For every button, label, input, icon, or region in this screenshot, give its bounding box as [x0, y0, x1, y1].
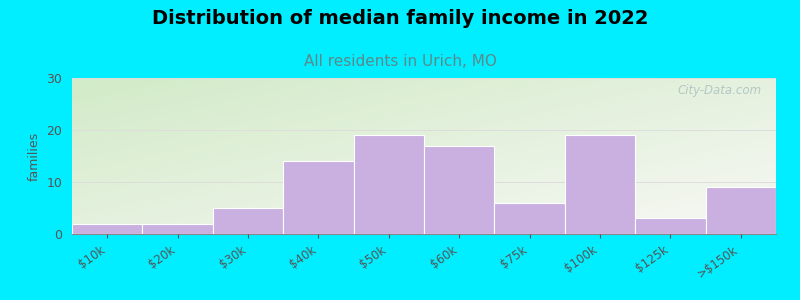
Text: City-Data.com: City-Data.com — [678, 84, 762, 97]
Bar — [213, 208, 283, 234]
Bar — [142, 224, 213, 234]
Y-axis label: families: families — [28, 131, 41, 181]
Bar — [494, 203, 565, 234]
Bar — [635, 218, 706, 234]
Bar — [565, 135, 635, 234]
Bar — [354, 135, 424, 234]
Text: Distribution of median family income in 2022: Distribution of median family income in … — [152, 9, 648, 28]
Bar — [283, 161, 354, 234]
Bar — [424, 146, 494, 234]
Bar — [72, 224, 142, 234]
Text: All residents in Urich, MO: All residents in Urich, MO — [303, 54, 497, 69]
Bar — [706, 187, 776, 234]
